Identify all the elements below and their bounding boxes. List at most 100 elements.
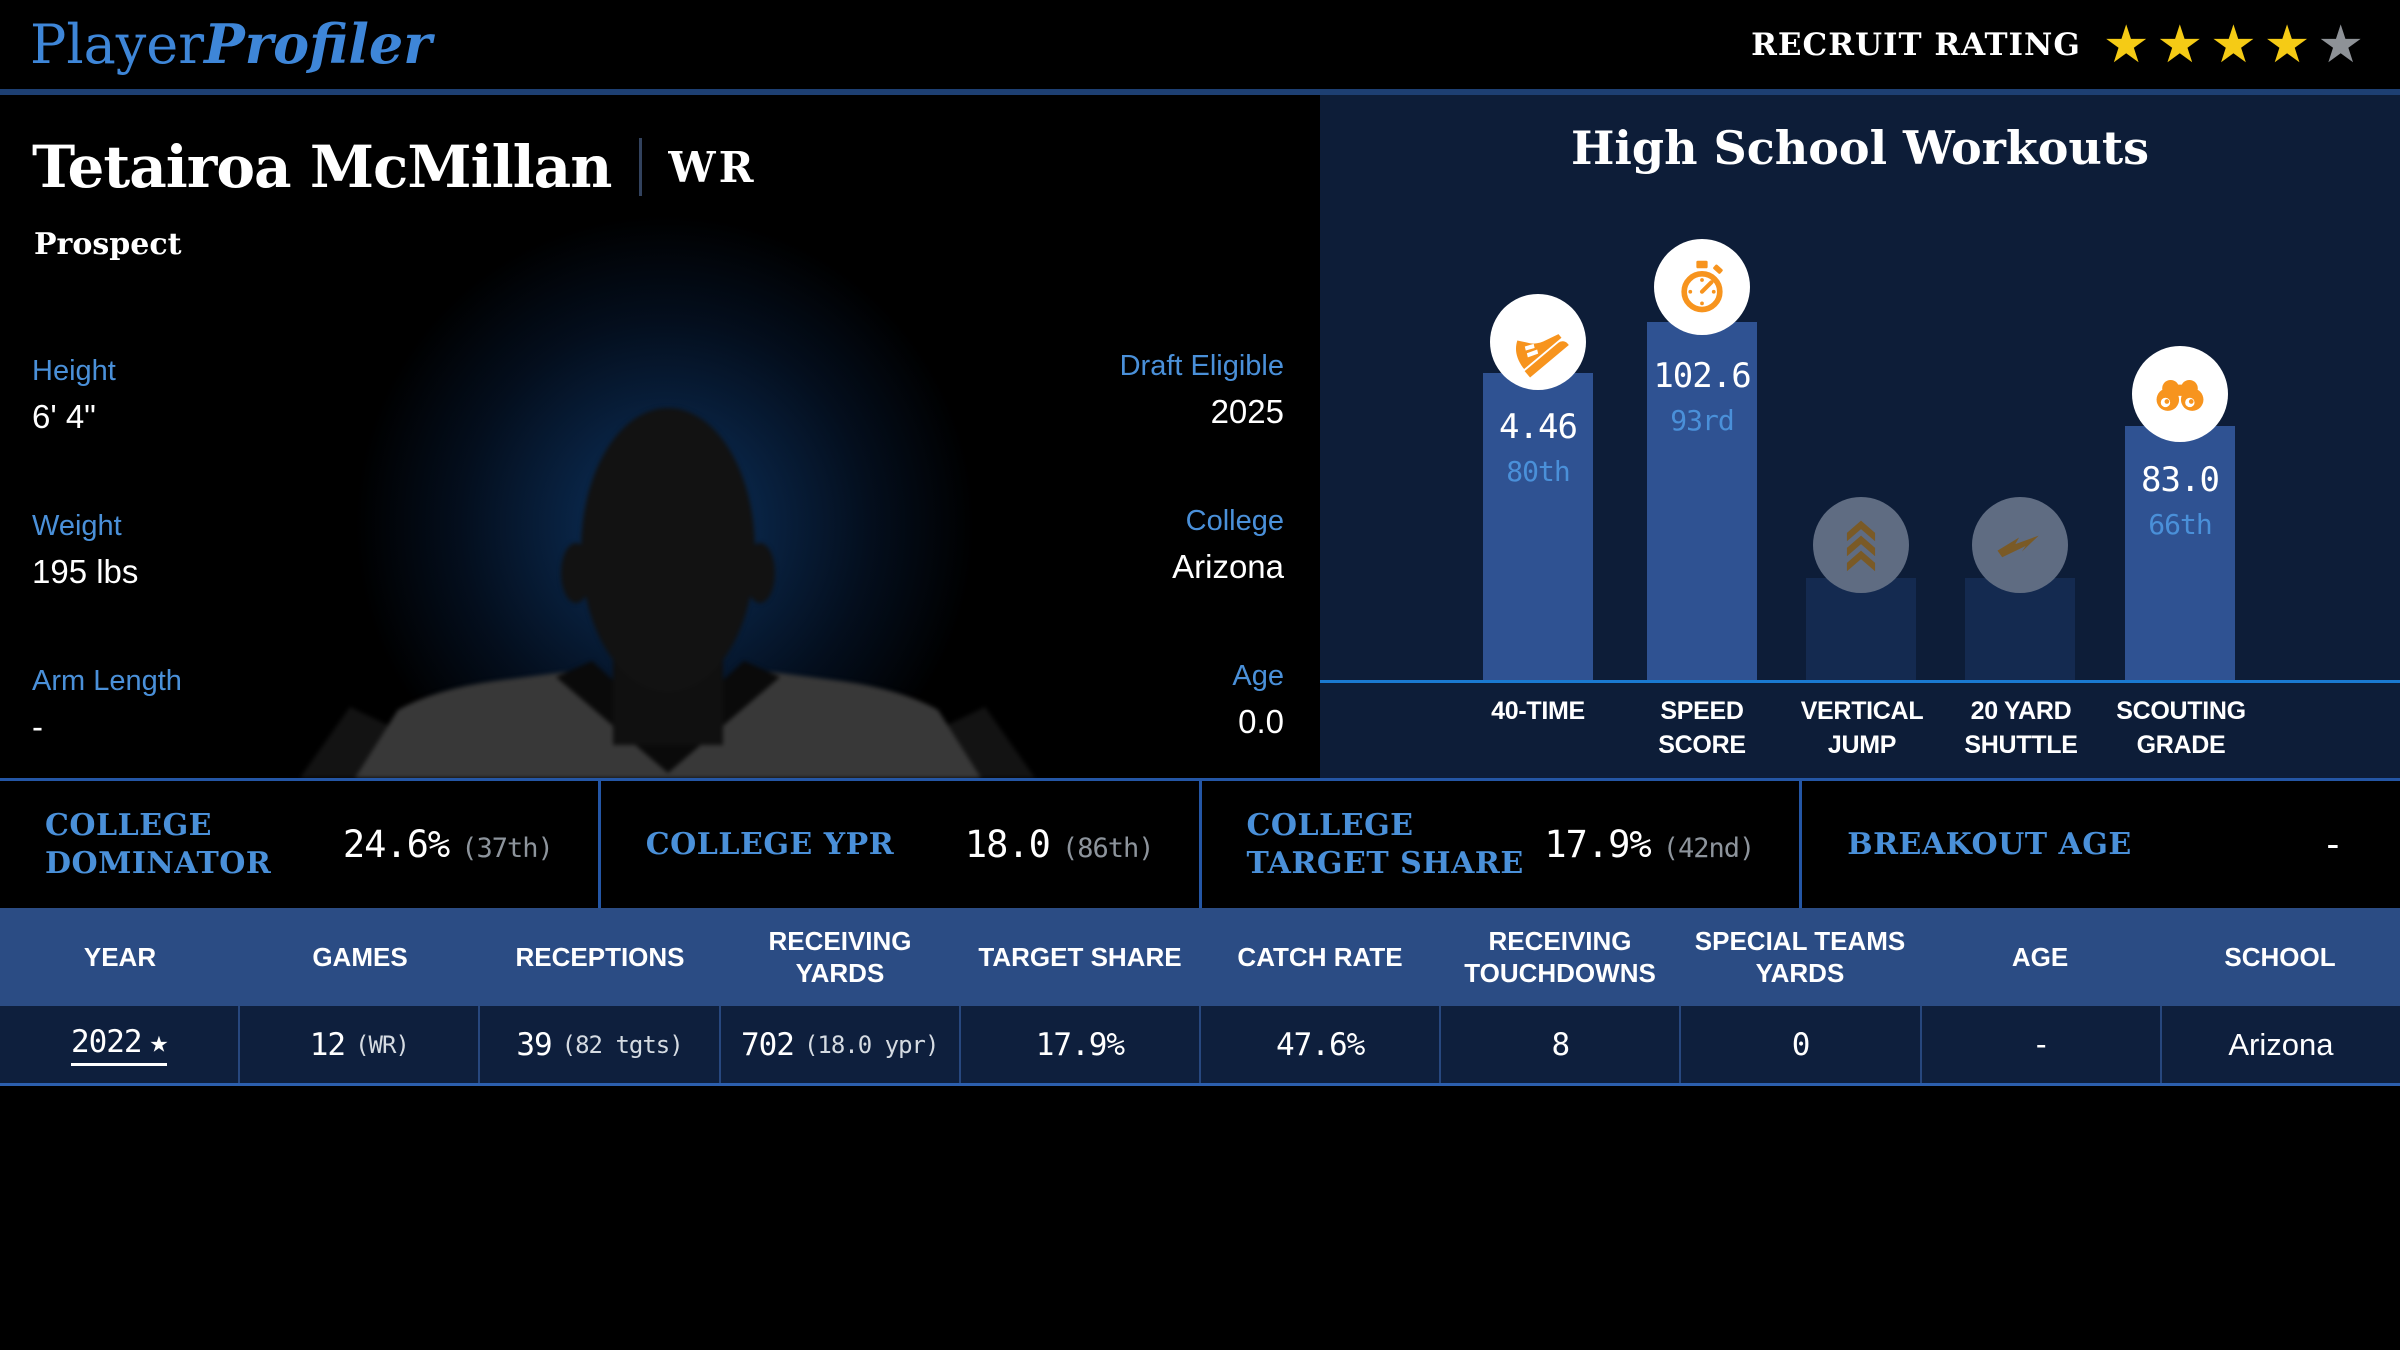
player-name-row: Tetairoa McMillan WR — [32, 133, 756, 201]
brand-logo-bold: Profiler — [204, 12, 432, 76]
stat-arm-length-label: Arm Length — [32, 665, 182, 697]
running-shoe-icon-circle — [1490, 294, 1586, 390]
bar-label-20-yard-shuttle: 20 YARD SHUTTLE — [1964, 697, 2078, 759]
chart-title: High School Workouts — [1570, 121, 2150, 175]
bar-label-speed-score: SPEED SCORE — [1658, 697, 1746, 759]
metric-college-dominator-label: COLLEGE DOMINATOR — [45, 808, 272, 881]
stat-age: Age 0.0 — [1232, 660, 1284, 741]
main-section: Tetairoa McMillan WR Prospect Height 6' … — [0, 95, 2400, 778]
metric-college-ypr-value: 18.0 — [964, 823, 1051, 866]
col-target-share: TARGET SHARE — [978, 941, 1182, 972]
stopwatch-icon-circle — [1654, 239, 1750, 335]
bar-label-40-time: 40-TIME — [1491, 697, 1585, 725]
col-special-teams-yards: SPECIAL TEAMS YARDS — [1694, 925, 1906, 989]
receptions-value: 39 — [516, 1026, 552, 1063]
stat-arm-length-value: - — [32, 708, 43, 745]
metric-college-target-share-value: 17.9% — [1544, 823, 1651, 866]
metric-college-ypr: COLLEGE YPR 18.0 (86th) — [601, 781, 1202, 908]
cell-receiving-touchdowns: 8 — [1439, 1006, 1679, 1083]
brand-logo[interactable]: PlayerProfiler — [30, 17, 432, 72]
player-position: WR — [668, 142, 757, 192]
stopwatch-icon — [1681, 260, 1723, 313]
cell-target-share: 17.9% — [958, 1006, 1199, 1083]
year-text: 2022 — [70, 1023, 143, 1060]
metric-breakout-age-label: BREAKOUT AGE — [1847, 826, 2132, 862]
bar-scouting-grade-percentile: 66th — [2148, 508, 2212, 541]
bar-scouting-grade: 83.0 66th — [2125, 426, 2235, 680]
bar-40-time-percentile: 80th — [1506, 455, 1570, 488]
star-icon: ★ — [2317, 15, 2364, 74]
high-school-workouts-panel: High School Workouts 4.46 80th 102.6 93r… — [1320, 95, 2400, 778]
metric-breakout-age-value: - — [2321, 823, 2344, 866]
receptions-note: (82 tgts) — [561, 1030, 684, 1059]
player-silhouette-image — [300, 408, 1035, 778]
catch-rate-value: 47.6% — [1275, 1026, 1365, 1063]
cell-age: - — [1919, 1006, 2160, 1083]
player-panel: Tetairoa McMillan WR Prospect Height 6' … — [0, 95, 1320, 778]
cell-school: Arizona — [2159, 1006, 2400, 1083]
chevrons-up-icon — [1846, 520, 1876, 572]
stat-arm-length: Arm Length - — [32, 665, 182, 746]
metric-college-dominator: COLLEGE DOMINATOR 24.6% (37th) — [0, 781, 601, 908]
brand-logo-regular: Player — [30, 13, 205, 76]
col-year: YEAR — [83, 941, 157, 972]
top-bar: PlayerProfiler RECRUIT RATING ★ ★ ★ ★ ★ — [0, 0, 2400, 95]
cell-year: 2022 ★ — [0, 1006, 238, 1083]
season-stats-table: YEAR GAMES RECEPTIONS RECEIVING YARDS TA… — [0, 908, 2400, 1086]
binoculars-icon — [2156, 379, 2204, 411]
year-star-icon: ★ — [149, 1023, 169, 1060]
running-shoe-icon — [1516, 334, 1569, 378]
school-value: Arizona — [2228, 1026, 2334, 1062]
stat-height: Height 6' 4" — [32, 355, 116, 436]
stat-age-value: 0.0 — [1238, 703, 1284, 740]
star-icon: ★ — [2210, 15, 2257, 74]
metric-college-ypr-label: COLLEGE YPR — [645, 826, 895, 862]
stat-college: College Arizona — [1172, 505, 1284, 586]
star-rating: ★ ★ ★ ★ ★ — [2103, 19, 2364, 71]
bar-scouting-grade-value: 83.0 — [2141, 460, 2220, 500]
metric-college-target-share: COLLEGE TARGET SHARE 17.9% (42nd) — [1202, 781, 1803, 908]
stat-college-value: Arizona — [1172, 548, 1284, 585]
target-share-value: 17.9% — [1035, 1026, 1125, 1063]
col-games: GAMES — [312, 941, 408, 972]
metric-college-dominator-percentile: (37th) — [461, 833, 554, 864]
receiving-touchdowns-value: 8 — [1551, 1026, 1570, 1063]
metric-breakout-age: BREAKOUT AGE - — [1802, 781, 2400, 908]
col-receptions: RECEPTIONS — [515, 941, 685, 972]
chart-axis-line — [1320, 680, 2400, 683]
metric-college-target-share-label: COLLEGE TARGET SHARE — [1246, 808, 1524, 881]
recruit-rating-label: RECRUIT RATING — [1751, 26, 2081, 63]
recruit-rating: RECRUIT RATING ★ ★ ★ ★ ★ — [1751, 19, 2364, 71]
col-age: AGE — [2011, 941, 2069, 972]
cell-special-teams-yards: 0 — [1679, 1006, 1919, 1083]
bar-speed-score: 102.6 93rd — [1647, 322, 1757, 680]
bar-vertical-jump — [1806, 578, 1916, 680]
age-value: - — [2031, 1026, 2051, 1063]
binoculars-icon-circle — [2132, 346, 2228, 442]
stat-college-label: College — [1185, 505, 1284, 537]
metric-college-target-share-percentile: (42nd) — [1662, 833, 1756, 864]
stat-draft-eligible-label: Draft Eligible — [1119, 350, 1284, 382]
stat-weight-value: 195 lbs — [32, 553, 139, 590]
bar-speed-score-value: 102.6 — [1653, 356, 1751, 396]
workouts-chart: 4.46 80th 102.6 93rd 83.0 66th — [1320, 95, 2400, 759]
bar-speed-score-percentile: 93rd — [1670, 404, 1734, 437]
name-position-divider — [639, 138, 643, 196]
lightning-bolt-icon — [1997, 535, 2039, 558]
star-icon: ★ — [2263, 15, 2311, 74]
player-name: Tetairoa McMillan — [32, 133, 612, 201]
cell-receptions: 39 (82 tgts) — [478, 1006, 718, 1083]
year-link[interactable]: 2022 ★ — [70, 1023, 169, 1066]
metric-college-dominator-value: 24.6% — [342, 823, 450, 866]
bar-20-yard-shuttle — [1965, 578, 2075, 680]
stat-height-label: Height — [32, 355, 116, 387]
receiving-yards-note: (18.0 ypr) — [803, 1030, 939, 1059]
cell-games: 12 (WR) — [238, 1006, 478, 1083]
games-value: 12 — [309, 1026, 346, 1063]
star-icon: ★ — [2156, 15, 2204, 74]
stat-height-value: 6' 4" — [32, 398, 96, 435]
star-icon: ★ — [2102, 15, 2150, 74]
cell-receiving-yards: 702 (18.0 ypr) — [718, 1006, 959, 1083]
col-school: SCHOOL — [2224, 941, 2336, 972]
stat-weight: Weight 195 lbs — [32, 510, 138, 591]
